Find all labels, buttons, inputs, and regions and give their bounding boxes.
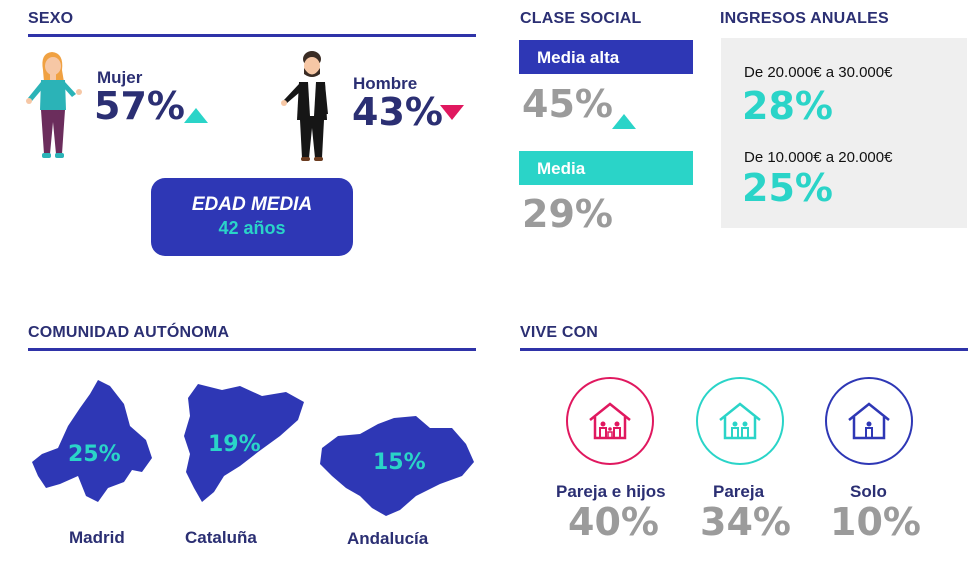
vive-con-title: VIVE CON xyxy=(520,324,599,341)
ingresos-range-1-label: De 20.000€ a 30.000€ xyxy=(744,64,893,81)
cataluna-value: 19% xyxy=(208,432,261,457)
comunidad-divider xyxy=(28,348,476,351)
ingresos-range-2-value: 25% xyxy=(742,166,833,210)
clase-media-bar: Media xyxy=(519,151,693,185)
edad-media-label: EDAD MEDIA xyxy=(191,194,313,215)
pareja-name: Pareja xyxy=(713,482,765,501)
solo-value: 10% xyxy=(830,500,921,544)
pareja-hijos-value: 40% xyxy=(568,500,659,544)
edad-media-value: 42 años xyxy=(218,218,286,238)
sexo-title: SEXO xyxy=(28,10,74,27)
ingresos-title: INGRESOS ANUALES xyxy=(720,10,889,27)
clase-media-alta-trend-up-icon xyxy=(612,114,636,129)
clase-media-alta-value: 45% xyxy=(522,82,613,126)
woman-figure-icon xyxy=(26,52,82,158)
ingresos-range-2-label: De 10.000€ a 20.000€ xyxy=(744,149,893,166)
man-figure-icon xyxy=(281,51,328,161)
madrid-name: Madrid xyxy=(69,528,125,547)
house-single-icon xyxy=(848,402,890,440)
mujer-label: Mujer xyxy=(97,68,143,87)
mujer-trend-up-icon xyxy=(184,108,208,123)
clase-media-alta-label: Media alta xyxy=(537,48,620,67)
hombre-value: 43% xyxy=(352,90,443,134)
comunidad-title: COMUNIDAD AUTÓNOMA xyxy=(28,324,230,341)
clase-social-title: CLASE SOCIAL xyxy=(520,10,642,27)
clase-media-value: 29% xyxy=(522,192,613,236)
andalucia-name: Andalucía xyxy=(347,529,429,548)
house-couple-icon xyxy=(719,402,761,440)
madrid-value: 25% xyxy=(68,442,121,467)
sexo-divider xyxy=(28,34,476,37)
hombre-trend-down-icon xyxy=(440,105,464,120)
ingresos-range-1-value: 28% xyxy=(742,84,833,128)
clase-media-label: Media xyxy=(537,159,586,178)
cataluna-name: Cataluña xyxy=(185,528,257,547)
pareja-circle xyxy=(696,377,784,465)
house-family-icon xyxy=(589,402,631,440)
edad-media-badge: EDAD MEDIA 42 años xyxy=(151,178,353,256)
vive-con-divider xyxy=(520,348,968,351)
mujer-value: 57% xyxy=(94,84,185,128)
andalucia-value: 15% xyxy=(373,450,426,475)
solo-circle xyxy=(825,377,913,465)
pareja-value: 34% xyxy=(700,500,791,544)
solo-name: Solo xyxy=(850,482,887,501)
hombre-label: Hombre xyxy=(353,74,418,93)
ingresos-panel xyxy=(721,38,967,228)
pareja-hijos-circle xyxy=(566,377,654,465)
clase-media-alta-bar: Media alta xyxy=(519,40,693,74)
cataluna-map-icon xyxy=(184,384,304,502)
pareja-hijos-name: Pareja e hijos xyxy=(556,482,666,501)
andalucia-map-icon xyxy=(320,416,474,516)
madrid-map-icon xyxy=(32,380,152,502)
